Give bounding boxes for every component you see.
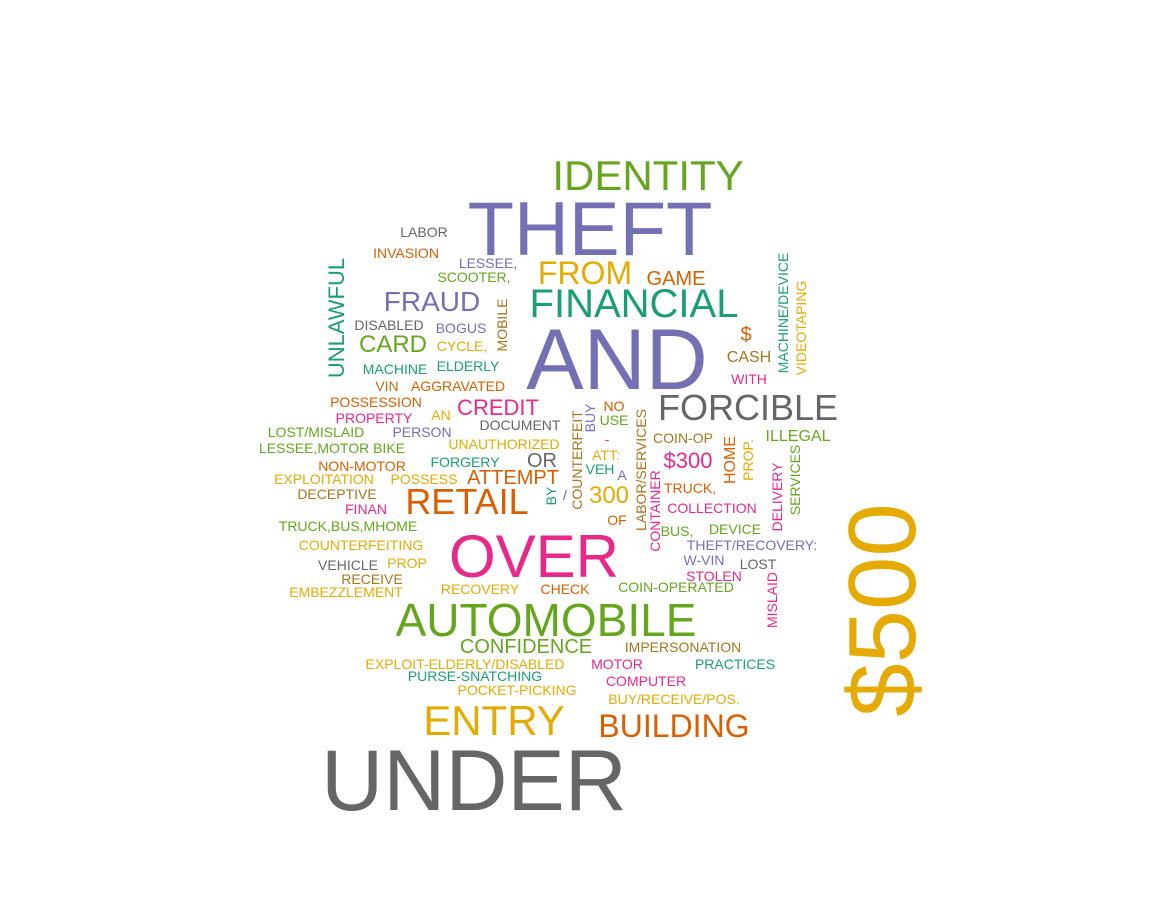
word: MACHINE bbox=[362, 361, 428, 377]
word: COIN-OP bbox=[653, 430, 713, 446]
word: DEVICE bbox=[708, 521, 762, 537]
word: NON-MOTOR bbox=[318, 458, 406, 474]
word: GAME bbox=[646, 268, 706, 290]
word: - bbox=[604, 431, 610, 447]
word: TRUCK, bbox=[663, 480, 717, 496]
word: UNAUTHORIZED bbox=[448, 436, 560, 452]
word: PURSE-SNATCHING bbox=[407, 668, 543, 684]
word: COIN-OPERATED bbox=[618, 579, 734, 595]
word: PERSON bbox=[392, 424, 452, 440]
word: RETAIL bbox=[405, 481, 529, 522]
word: PROPERTY bbox=[335, 410, 413, 426]
word: FROM bbox=[537, 255, 633, 291]
word: UNLAWFUL bbox=[324, 257, 349, 379]
word: ILLEGAL bbox=[765, 428, 831, 445]
word: MOTOR bbox=[591, 656, 643, 672]
word: POSSESSION bbox=[330, 394, 422, 410]
word: AN bbox=[431, 407, 451, 423]
word: RECOVERY bbox=[440, 581, 520, 597]
word: ATT: bbox=[592, 447, 620, 463]
word: MISLAID bbox=[764, 571, 780, 629]
word: THEFT/RECOVERY: bbox=[686, 537, 818, 553]
word: COUNTERFEITING bbox=[298, 537, 424, 553]
word: VIDEOTAPING bbox=[793, 280, 809, 376]
word: IMPERSONATION bbox=[624, 639, 742, 655]
word: EMBEZZLEMENT bbox=[289, 584, 403, 600]
word: POCKET-PICKING bbox=[457, 682, 577, 698]
word: COLLECTION bbox=[667, 500, 757, 516]
word: FORGERY bbox=[430, 454, 500, 470]
word: CYCLE, bbox=[436, 338, 488, 354]
word: CREDIT bbox=[457, 395, 539, 420]
word: AND bbox=[526, 312, 708, 408]
word: OF bbox=[607, 512, 627, 528]
word: LESSEE, bbox=[458, 255, 518, 271]
word: / bbox=[563, 487, 567, 503]
word: MOBILE bbox=[494, 298, 510, 352]
word: INVASION bbox=[373, 245, 439, 261]
word: IDENTITY bbox=[552, 152, 744, 199]
word: THEFT bbox=[467, 187, 713, 272]
word: LESSEE,MOTOR BIKE bbox=[258, 440, 406, 456]
word: LABOR bbox=[400, 224, 448, 240]
word: USE bbox=[599, 412, 629, 428]
word: CARD bbox=[358, 331, 428, 358]
word: DISABLED bbox=[354, 317, 424, 333]
word: ENTRY bbox=[423, 697, 565, 744]
word: BUY/RECEIVE/POS. bbox=[608, 691, 740, 707]
word: UNDER bbox=[321, 733, 627, 829]
word: MACHINE/DEVICE bbox=[775, 252, 791, 374]
word: CASH bbox=[726, 349, 772, 366]
word: VEH bbox=[585, 461, 615, 477]
word: SERVICES bbox=[787, 444, 803, 516]
word: AUTOMOBILE bbox=[395, 594, 697, 646]
word: LABOR/SERVICES bbox=[633, 409, 649, 531]
word: $ bbox=[740, 324, 752, 346]
word: VIN bbox=[375, 378, 399, 394]
word: CHECK bbox=[540, 581, 590, 597]
word: VEHICLE bbox=[318, 557, 378, 573]
word: BUS, bbox=[660, 523, 694, 539]
word: FORCIBLE bbox=[657, 387, 839, 428]
word: FINAN bbox=[345, 501, 387, 517]
word: DECEPTIVE bbox=[297, 486, 377, 502]
word: LOST/MISLAID bbox=[267, 424, 365, 440]
word: NO bbox=[603, 398, 625, 414]
word: DELIVERY bbox=[769, 462, 785, 532]
word: OR bbox=[527, 450, 557, 472]
word: SCOOTER, bbox=[437, 269, 511, 285]
word: BOGUS bbox=[435, 320, 487, 336]
word: $300 bbox=[663, 448, 713, 473]
word: BY bbox=[543, 486, 559, 506]
word: PROP. bbox=[740, 439, 756, 481]
word: FINANCIAL bbox=[529, 282, 739, 326]
word: HOME bbox=[722, 436, 739, 484]
word: AGGRAVATED bbox=[410, 378, 506, 394]
word: FRAUD bbox=[383, 286, 481, 317]
word: $500 bbox=[829, 503, 936, 717]
word: ELDERLY bbox=[436, 358, 500, 374]
word: CONFIDENCE bbox=[459, 636, 593, 658]
word: EXPLOITATION bbox=[274, 471, 374, 487]
word: BUILDING bbox=[598, 708, 750, 744]
word: BUY bbox=[582, 403, 598, 433]
word: A bbox=[617, 467, 627, 483]
word: DOCUMENT bbox=[479, 417, 561, 433]
word: PRACTICES bbox=[694, 656, 776, 672]
word: EXPLOIT-ELDERLY/DISABLED bbox=[365, 656, 565, 672]
word: W-VIN bbox=[683, 552, 725, 568]
word: OVER bbox=[448, 523, 620, 590]
word: ATTEMPT bbox=[467, 467, 559, 489]
word: RECEIVE bbox=[341, 571, 403, 587]
word: POSSESS bbox=[390, 471, 458, 487]
word: WITH bbox=[731, 371, 767, 387]
word: LOST bbox=[739, 556, 777, 572]
word: PROP bbox=[387, 555, 427, 571]
word: 300 bbox=[588, 482, 630, 509]
word: CONTAINER bbox=[647, 470, 663, 552]
word: COMPUTER bbox=[605, 673, 687, 689]
word: TRUCK,BUS,MHOME bbox=[278, 518, 418, 534]
word: STOLEN bbox=[686, 568, 742, 584]
